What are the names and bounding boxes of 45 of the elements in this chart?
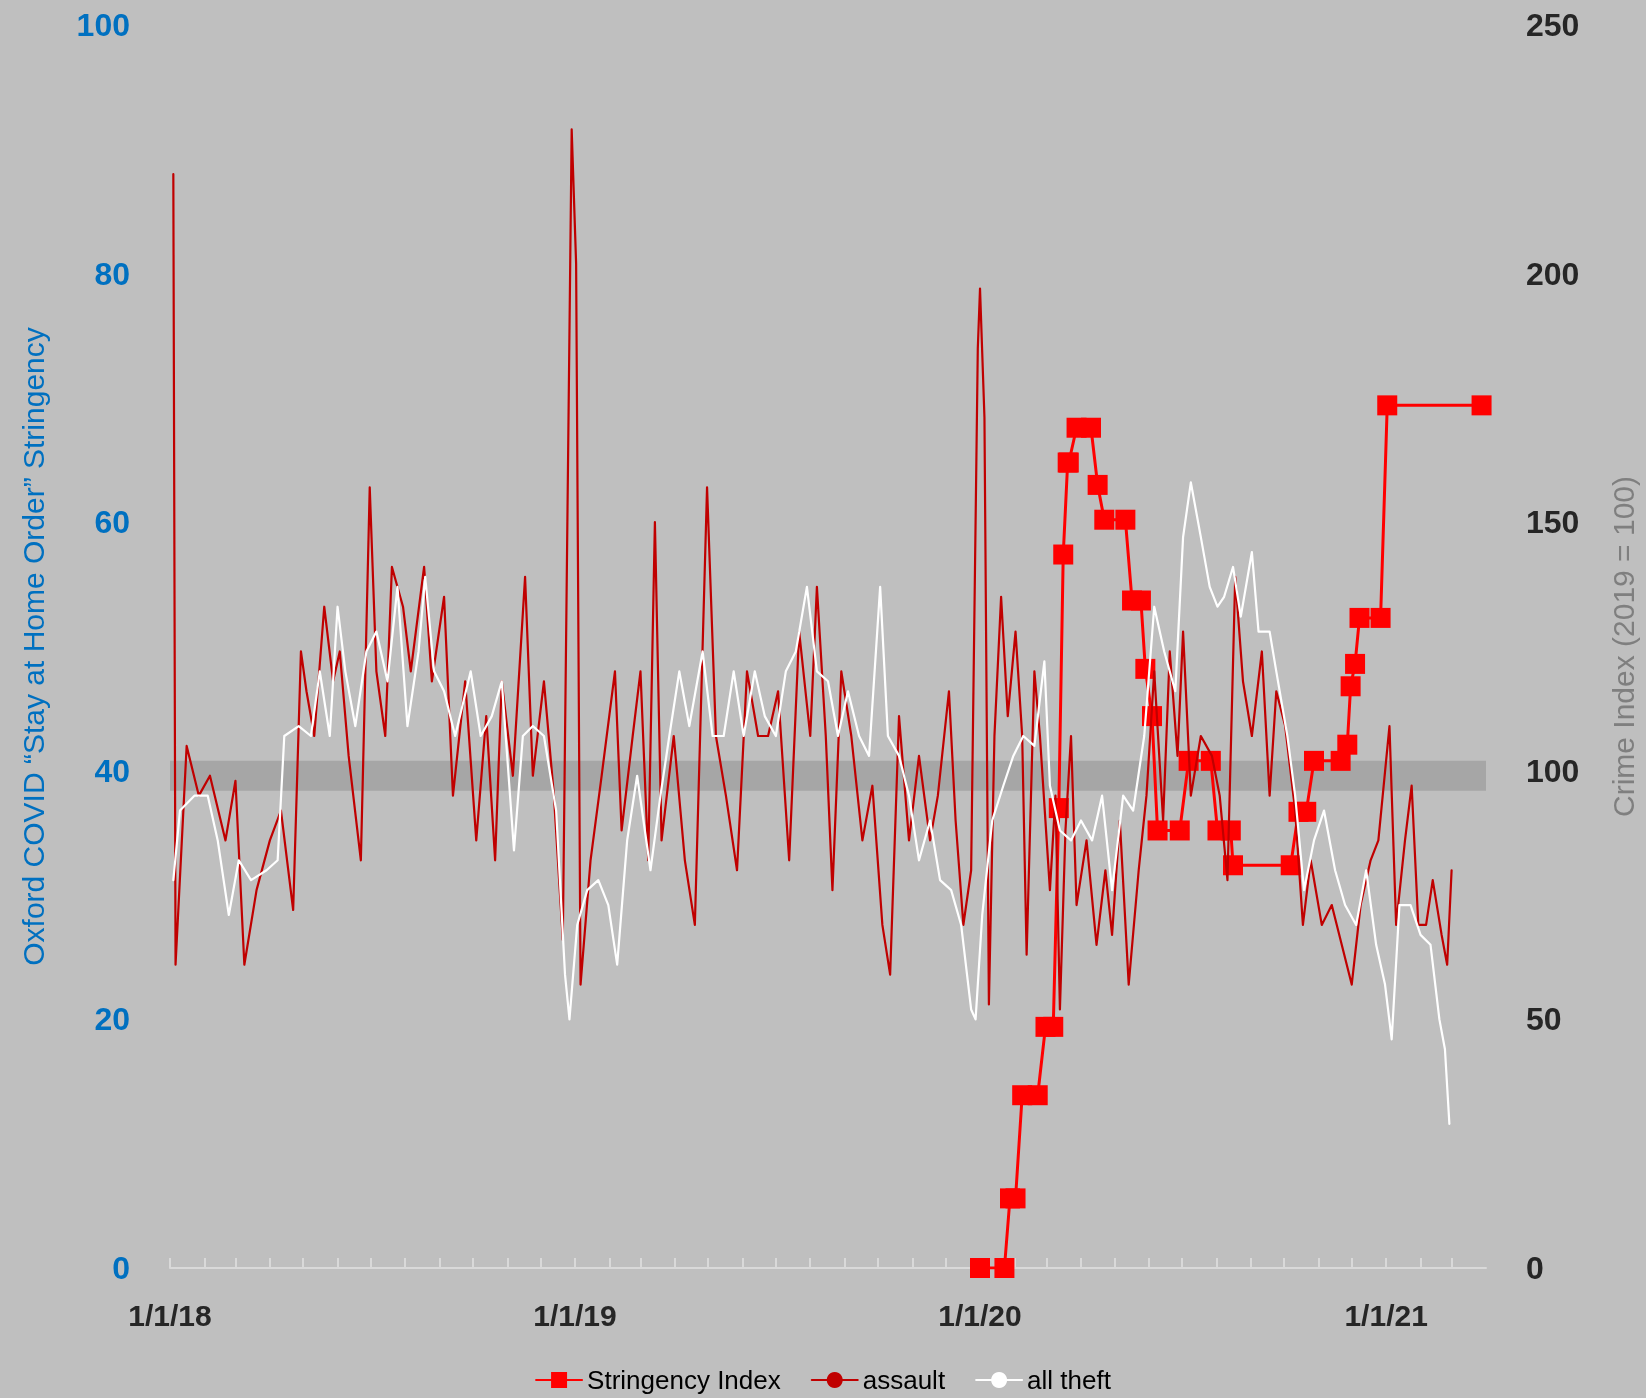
point	[1080, 417, 1101, 438]
point	[1304, 750, 1325, 771]
y2-tick-label: 250	[1526, 7, 1580, 43]
point	[1094, 509, 1115, 530]
point	[1370, 607, 1391, 628]
point	[1027, 1085, 1048, 1106]
line-series	[172, 128, 1453, 1011]
y-tick-label: 0	[112, 1250, 130, 1286]
legend-label: assault	[862, 1365, 946, 1395]
line-series	[172, 481, 1451, 1125]
y-tick-label: 80	[94, 255, 130, 292]
point	[1053, 544, 1074, 565]
y2-tick-label: 150	[1526, 504, 1580, 541]
point	[970, 1258, 991, 1278]
y2-tick-label: 100	[1526, 752, 1580, 789]
point	[1169, 820, 1190, 841]
point	[1043, 1016, 1064, 1037]
x-tick-label: 1/1/21	[1344, 1298, 1428, 1332]
point	[994, 1258, 1015, 1278]
x-tick-label: 1/1/18	[128, 1298, 212, 1332]
point	[1147, 820, 1168, 841]
legend-label: Stringency Index	[587, 1365, 781, 1395]
y-tick-label: 100	[76, 7, 130, 43]
y-tick-label: 20	[94, 1001, 130, 1038]
point	[1115, 509, 1136, 530]
y2-tick-label: 0	[1526, 1250, 1544, 1286]
x-tick-label: 1/1/19	[533, 1298, 617, 1332]
y2-tick-label: 200	[1526, 255, 1580, 292]
y-axis-title: Oxford COVID “Stay at Home Order” Stringency	[16, 327, 50, 966]
legend-label: all theft	[1027, 1365, 1112, 1395]
point	[1005, 1188, 1026, 1209]
point	[1471, 395, 1492, 416]
y-tick-label: 60	[94, 504, 130, 541]
x-tick-label: 1/1/20	[938, 1298, 1022, 1332]
point	[1345, 653, 1366, 674]
point	[1087, 474, 1108, 495]
point	[1377, 395, 1398, 416]
y2-axis-title: Crime Index (2019 = 100)	[1606, 475, 1640, 818]
point	[1349, 607, 1370, 628]
point	[1130, 590, 1151, 611]
y-tick-label: 40	[94, 752, 130, 789]
point	[1296, 801, 1317, 822]
y2-tick-label: 50	[1526, 1001, 1562, 1038]
point	[1340, 676, 1361, 697]
point	[1337, 734, 1358, 755]
